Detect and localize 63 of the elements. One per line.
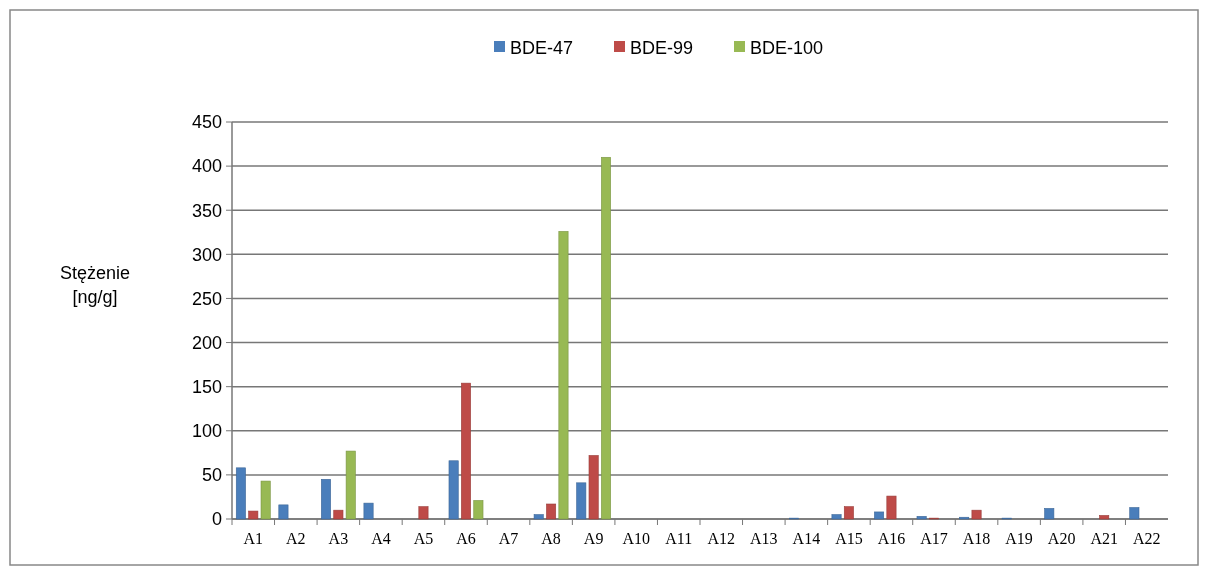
- bar: [886, 495, 897, 520]
- x-tick-label: A21: [1090, 530, 1118, 547]
- y-tick-label: 150: [191, 376, 222, 397]
- legend-label: BDE-100: [750, 38, 824, 59]
- y-tick-label: 200: [191, 332, 222, 353]
- x-tick-label: A9: [583, 530, 604, 547]
- bar: [278, 504, 289, 520]
- x-tick-label: A11: [665, 530, 693, 547]
- x-tick-label: A10: [622, 530, 650, 547]
- x-tick-label: A22: [1132, 530, 1161, 547]
- x-tick-label: A2: [286, 530, 306, 547]
- x-tick-label: A8: [541, 530, 561, 547]
- bar: [260, 480, 271, 520]
- bar: [533, 514, 544, 520]
- bar: [916, 516, 927, 520]
- bar: [448, 460, 459, 520]
- bar: [461, 382, 471, 520]
- legend-label: BDE-99: [630, 38, 694, 59]
- x-tick-label: A20: [1047, 530, 1076, 547]
- x-tick-label: A13: [750, 530, 778, 547]
- x-tick-label: A1: [243, 530, 264, 547]
- bar: [546, 503, 557, 520]
- y-tick-label: 100: [191, 421, 222, 442]
- bar: [235, 467, 246, 520]
- bar: [874, 511, 885, 520]
- legend-label: BDE-47: [510, 38, 574, 59]
- x-tick-label: A16: [877, 530, 906, 547]
- x-tick-label: A5: [413, 530, 434, 547]
- bar: [473, 500, 484, 520]
- bar: [321, 479, 331, 520]
- x-tick-label: A6: [456, 530, 476, 547]
- bar: [601, 156, 611, 520]
- x-tick-label: A17: [920, 530, 948, 547]
- y-tick-label: 400: [191, 156, 222, 177]
- y-tick-label: 250: [191, 288, 222, 309]
- y-tick-label: 300: [191, 244, 222, 265]
- bar: [248, 510, 259, 520]
- bar: [345, 450, 356, 520]
- bar: [843, 506, 854, 520]
- bar: [333, 509, 344, 520]
- x-tick-label: A14: [792, 530, 821, 547]
- bar: [558, 231, 569, 520]
- x-tick-label: A7: [498, 530, 519, 547]
- bar: [588, 455, 599, 520]
- x-tick-label: A19: [1005, 530, 1033, 547]
- y-tick-label: 450: [191, 112, 222, 133]
- bar: [363, 502, 374, 520]
- y-tick-label: 350: [191, 200, 222, 221]
- x-tick-label: A18: [962, 530, 991, 547]
- bar: [831, 514, 842, 520]
- bar: [1129, 507, 1140, 520]
- bar: [576, 482, 587, 520]
- x-tick-label: A3: [328, 530, 349, 547]
- x-tick-label: A15: [835, 530, 863, 547]
- y-axis-title: Stężenie [ng/g]: [59, 263, 131, 307]
- bar: [418, 506, 429, 520]
- bar: [1099, 515, 1110, 520]
- x-tick-label: A4: [371, 530, 391, 547]
- y-tick-label: 50: [201, 465, 222, 486]
- bar: [971, 509, 982, 520]
- y-tick-label: 0: [211, 509, 222, 530]
- x-tick-label: A12: [707, 530, 736, 547]
- bar: [1044, 508, 1055, 520]
